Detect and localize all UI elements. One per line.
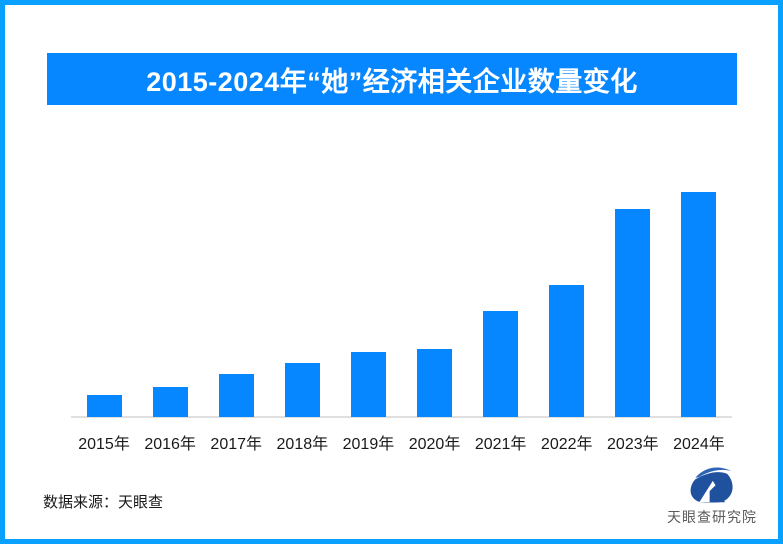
bar-2016年 bbox=[152, 387, 188, 417]
bar-2019年 bbox=[350, 352, 386, 417]
x-axis-label: 2024年 bbox=[673, 436, 725, 453]
x-axis-label: 2019年 bbox=[342, 436, 395, 453]
x-axis-label: 2018年 bbox=[276, 436, 329, 453]
bar-2023年 bbox=[615, 209, 651, 417]
tianyancha-logo: 天眼查研究院 bbox=[657, 465, 767, 527]
x-axis-line bbox=[71, 416, 732, 418]
bar-2024年 bbox=[681, 192, 717, 417]
bar-2015年 bbox=[86, 395, 122, 417]
data-source-note: 数据来源：天眼查 bbox=[43, 494, 164, 511]
x-axis-label: 2021年 bbox=[474, 436, 527, 453]
x-axis-label: 2015年 bbox=[78, 436, 130, 453]
x-axis-label: 2017年 bbox=[210, 436, 263, 453]
bar-2021年 bbox=[483, 311, 519, 417]
bar-2018年 bbox=[284, 363, 320, 417]
x-axis-label: 2023年 bbox=[607, 436, 659, 453]
bar-2017年 bbox=[218, 374, 254, 417]
x-axis-label: 2020年 bbox=[408, 436, 461, 453]
tianyancha-eye-icon bbox=[690, 467, 733, 503]
x-axis-label: 2022年 bbox=[540, 436, 593, 453]
chart-title: 2015-2024年“她”经济相关企业数量变化 bbox=[146, 66, 638, 97]
bar-2020年 bbox=[417, 349, 453, 417]
x-axis-label: 2016年 bbox=[144, 436, 196, 453]
bar-2022年 bbox=[549, 285, 585, 417]
chart-title-bar: 2015-2024年“她”经济相关企业数量变化 bbox=[47, 53, 737, 105]
bar-chart: 2015年 2016年 2017年 2018年 2019年 2020年 2021年 2022年… bbox=[71, 150, 732, 453]
tianyancha-logo-text: 天眼查研究院 bbox=[667, 509, 757, 525]
